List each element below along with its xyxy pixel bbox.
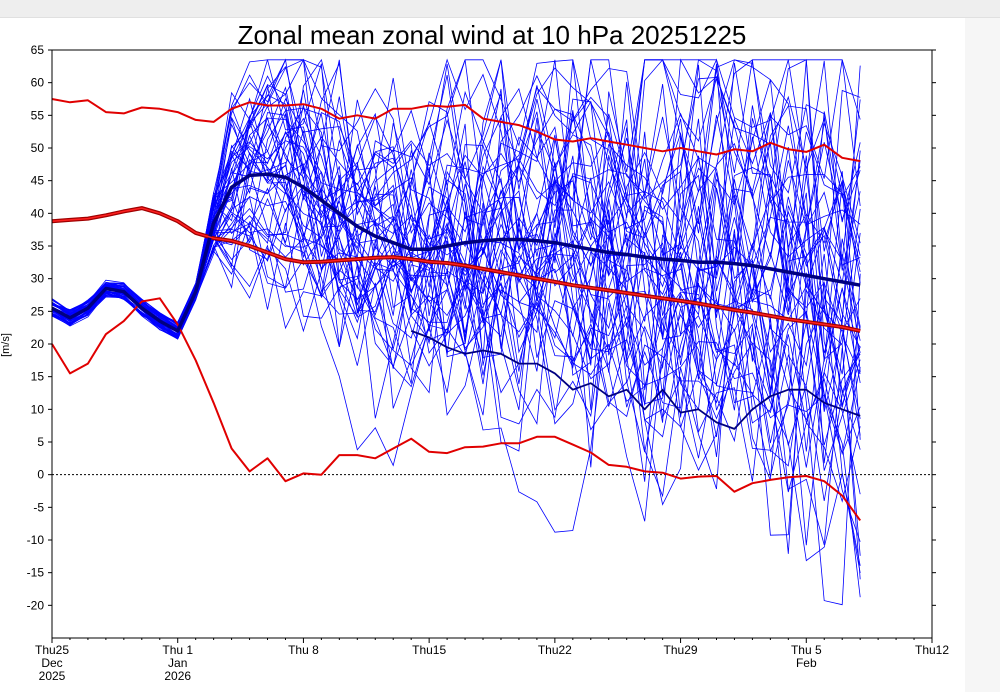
x-tick-label: 2026 bbox=[164, 669, 191, 683]
x-tick-label: Thu15 bbox=[412, 643, 446, 657]
ensemble-member-line bbox=[51, 112, 861, 566]
x-tick-label: Dec bbox=[41, 656, 62, 670]
x-tick-label: Jan bbox=[168, 656, 187, 670]
series-climatology-max bbox=[51, 98, 861, 163]
y-tick-label: 50 bbox=[31, 141, 45, 155]
y-tick-label: 40 bbox=[31, 206, 45, 220]
ensemble-member-line bbox=[51, 123, 861, 481]
y-tick-label: 0 bbox=[37, 468, 44, 482]
x-tick-label: Thu 5 bbox=[791, 643, 822, 657]
window-top-bar bbox=[0, 0, 1000, 18]
ensemble-member-line bbox=[51, 225, 861, 542]
y-tick-label: 20 bbox=[31, 337, 45, 351]
x-tick-label: Feb bbox=[796, 656, 817, 670]
x-tick-label: Thu 1 bbox=[162, 643, 193, 657]
series-ensemble-mean bbox=[51, 172, 861, 333]
x-tick-label: Thu29 bbox=[664, 643, 698, 657]
y-tick-label: 25 bbox=[31, 304, 45, 318]
ensemble-member-line bbox=[51, 168, 861, 580]
y-tick-label: 35 bbox=[31, 239, 45, 253]
series-ensemble-member-low bbox=[410, 330, 861, 430]
y-tick-label: 15 bbox=[31, 370, 45, 384]
y-tick-label: 30 bbox=[31, 272, 45, 286]
x-tick-label: Thu 8 bbox=[288, 643, 319, 657]
x-tick-label: Thu22 bbox=[538, 643, 572, 657]
x-tick-label: Thu25 bbox=[35, 643, 69, 657]
series-climatology-min bbox=[51, 297, 862, 521]
y-tick-label: -10 bbox=[27, 533, 45, 547]
plot-frame bbox=[51, 49, 933, 639]
y-tick-label: -20 bbox=[27, 598, 45, 612]
y-tick-label: 65 bbox=[31, 43, 45, 57]
x-tick-label: Thu12 bbox=[915, 643, 949, 657]
y-tick-label: 5 bbox=[37, 435, 44, 449]
right-margin-panel bbox=[965, 18, 1000, 692]
ensemble-member-line bbox=[51, 58, 861, 326]
y-tick-label: 60 bbox=[31, 76, 45, 90]
y-tick-label: 45 bbox=[31, 174, 45, 188]
ensemble-member-line bbox=[51, 177, 861, 503]
series-climatology-mean-highlight bbox=[51, 207, 861, 332]
y-axis-label: [m/s] bbox=[0, 333, 12, 357]
y-tick-label: 10 bbox=[31, 402, 45, 416]
y-tick-label: 55 bbox=[31, 108, 45, 122]
chart-title: Zonal mean zonal wind at 10 hPa 20251225 bbox=[237, 20, 747, 50]
y-tick-label: -15 bbox=[27, 566, 45, 580]
y-tick-label: -5 bbox=[33, 500, 44, 514]
x-tick-label: 2025 bbox=[39, 669, 66, 683]
